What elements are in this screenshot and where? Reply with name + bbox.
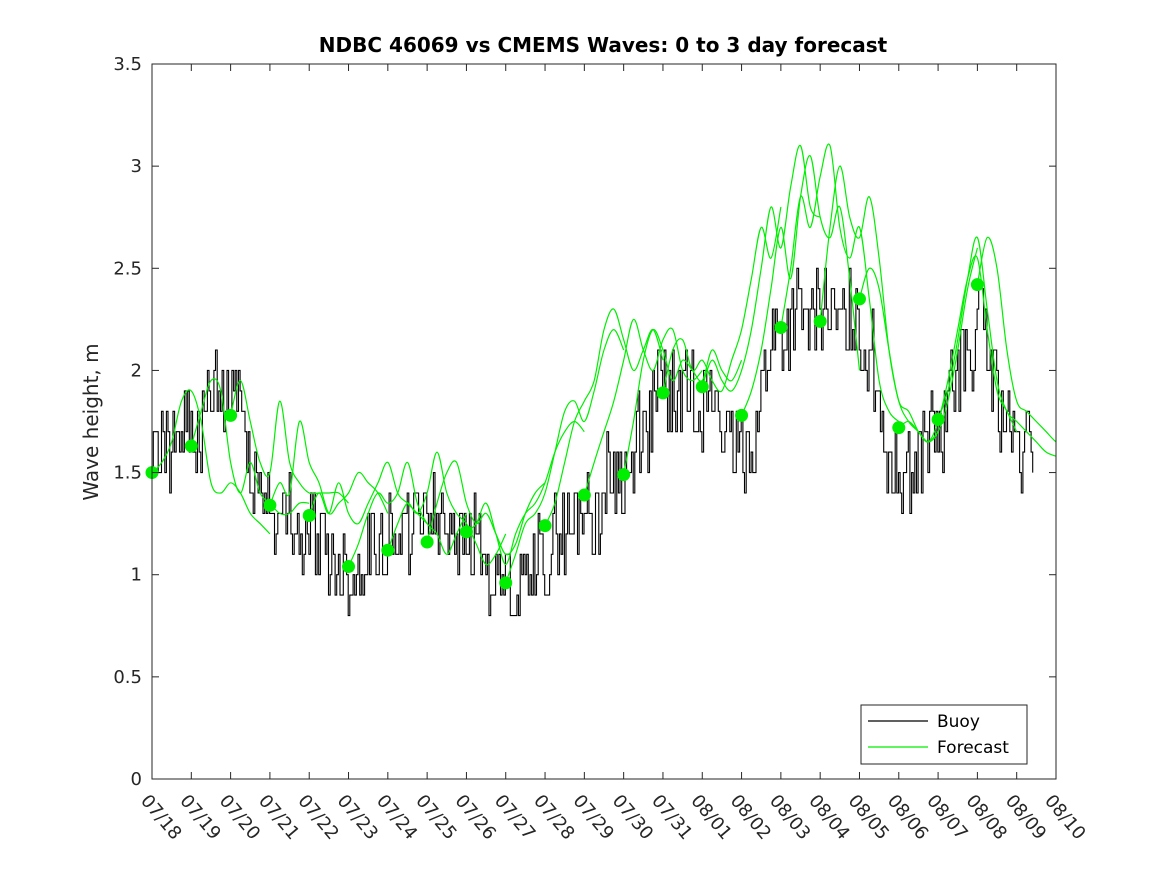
y-tick-label: 0: [131, 769, 142, 790]
x-tick-label: 07/23: [333, 791, 382, 844]
y-tick-label: 2: [131, 360, 142, 381]
y-tick-label: 2.5: [113, 258, 142, 279]
forecast-marker: [577, 488, 591, 502]
forecast-marker: [459, 525, 473, 539]
forecast-marker: [813, 314, 827, 328]
buoy-series: [152, 267, 1034, 617]
forecast-run-line: [623, 328, 743, 475]
forecast-series: [152, 143, 1056, 584]
chart-title: NDBC 46069 vs CMEMS Waves: 0 to 3 day fo…: [319, 33, 888, 57]
x-tick-label: 08/09: [1001, 791, 1050, 844]
x-tick-label: 08/01: [686, 791, 735, 844]
x-tick-label: 07/19: [175, 791, 224, 844]
forecast-markers: [145, 278, 984, 590]
buoy-line: [152, 267, 1034, 617]
forecast-marker: [970, 278, 984, 292]
x-tick-label: 07/21: [254, 791, 303, 844]
forecast-marker: [617, 468, 631, 482]
y-tick-label: 3.5: [113, 54, 142, 75]
x-tick-label: 07/30: [608, 791, 657, 844]
x-tick-label: 07/25: [411, 791, 460, 844]
forecast-marker: [342, 560, 356, 574]
x-tick-label: 07/26: [451, 791, 500, 844]
x-tick-label: 08/06: [883, 791, 932, 844]
x-tick-label: 07/18: [136, 791, 185, 844]
forecast-marker: [420, 535, 434, 549]
forecast-run-line: [426, 460, 546, 556]
forecast-marker: [656, 386, 670, 400]
forecast-run-line: [662, 206, 782, 394]
forecast-run-line: [347, 461, 467, 567]
forecast-marker: [538, 519, 552, 533]
x-tick-label: 07/22: [293, 791, 342, 844]
forecast-marker: [302, 508, 316, 522]
forecast-run-line: [858, 247, 978, 443]
x-tick-label: 08/05: [844, 791, 893, 844]
x-tick-label: 08/03: [765, 791, 814, 844]
x-tick-label: 08/08: [962, 791, 1011, 844]
forecast-run-line: [780, 143, 900, 422]
x-tick-label: 08/10: [1040, 791, 1089, 844]
y-tick-label: 0.5: [113, 667, 142, 688]
forecast-run-line: [387, 451, 507, 566]
forecast-run-line: [152, 389, 271, 535]
forecast-run-line: [976, 236, 1056, 443]
forecast-run-line: [466, 420, 585, 566]
x-tick-label: 07/31: [647, 791, 696, 844]
forecast-marker: [774, 321, 788, 335]
forecast-marker: [735, 408, 749, 422]
x-tick-label: 07/29: [569, 791, 618, 844]
forecast-marker: [695, 380, 709, 394]
y-axis: 0 0.5 1 1.5 2 2.5 3 3.5: [113, 54, 1056, 790]
x-tick-label: 07/28: [529, 791, 578, 844]
y-tick-label: 3: [131, 156, 142, 177]
x-tick-label: 07/24: [372, 791, 421, 844]
y-tick-label: 1: [131, 565, 142, 586]
y-tick-label: 1.5: [113, 463, 142, 484]
forecast-run-line: [583, 318, 703, 496]
forecast-marker: [852, 292, 866, 306]
forecast-run-line: [937, 236, 1056, 457]
forecast-marker: [892, 421, 906, 435]
forecast-run-line: [898, 255, 1018, 443]
legend-box: [860, 704, 1028, 765]
forecast-marker: [224, 408, 238, 422]
x-tick-label: 07/20: [215, 791, 264, 844]
x-tick-label: 08/04: [804, 791, 853, 844]
forecast-run-line: [505, 328, 625, 584]
legend: Buoy Forecast: [860, 704, 1028, 765]
x-tick-label: 07/27: [490, 791, 539, 844]
forecast-run-line: [190, 378, 310, 516]
forecast-marker: [931, 412, 945, 426]
legend-label-buoy: Buoy: [937, 712, 980, 732]
x-tick-label: 08/07: [922, 791, 971, 844]
x-tick-label: 08/02: [726, 791, 775, 844]
legend-label-forecast: Forecast: [937, 738, 1009, 758]
forecast-marker: [184, 439, 198, 453]
forecast-marker: [499, 576, 513, 590]
forecast-marker: [381, 543, 395, 557]
plot-frame: [151, 63, 1057, 780]
y-axis-label: Wave height, m: [79, 343, 103, 500]
forecast-run-line: [741, 155, 861, 416]
forecast-marker: [263, 498, 277, 512]
forecast-run-line: [701, 145, 821, 392]
forecast-run-line: [230, 379, 349, 504]
